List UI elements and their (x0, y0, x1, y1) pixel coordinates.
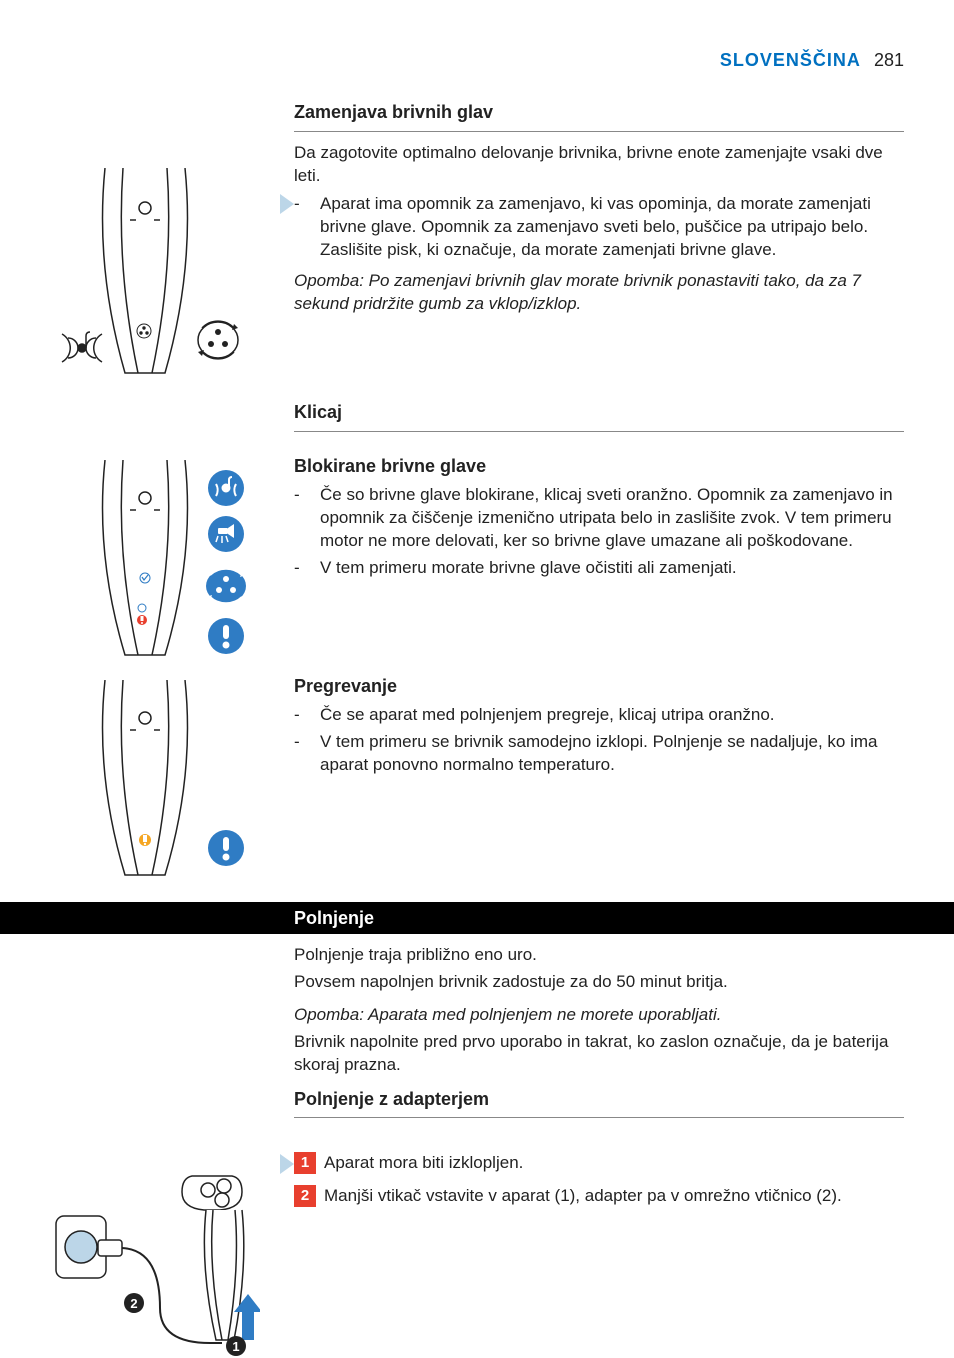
replace-bullet-1: Aparat ima opomnik za zamenjavo, ki vas … (320, 193, 904, 262)
overheat-bullet-1: Če se aparat med polnjenjem pregreje, kl… (320, 704, 775, 727)
heading-klicaj: Klicaj (294, 400, 904, 424)
section-replace-heads: Zamenjava brivnih glav Da zagotovite opt… (50, 100, 904, 378)
section-klicaj: Klicaj (50, 400, 904, 441)
section-bar-charging: Polnjenje (0, 902, 954, 934)
charging-p1: Polnjenje traja približno eno uro. (294, 944, 904, 967)
heading-replace: Zamenjava brivnih glav (294, 100, 904, 124)
heading-blocked: Blokirane brivne glave (294, 454, 904, 478)
heading-adapter: Polnjenje z adapterjem (294, 1087, 904, 1111)
heading-overheat: Pregrevanje (294, 674, 904, 698)
replace-bullets: Aparat ima opomnik za zamenjavo, ki vas … (294, 193, 904, 262)
section-adapter: 1 2 1 Aparat mora biti izklopljen. 2 Man… (50, 1150, 904, 1358)
section-blocked: Blokirane brivne glave Če so brivne glav… (50, 454, 904, 660)
step-number-1: 1 (294, 1152, 316, 1174)
pointer-triangle (280, 1154, 294, 1174)
adapter-step-2: Manjši vtikač vstavite v aparat (1), ada… (324, 1185, 842, 1208)
rule (294, 131, 904, 132)
language-label: Slovenščina (720, 50, 861, 70)
figure-replace-reminder (50, 168, 280, 378)
adapter-step-1: Aparat mora biti izklopljen. (324, 1152, 523, 1175)
charging-p3: Brivnik napolnite pred prvo uporabo in t… (294, 1031, 904, 1077)
section-charging: Polnjenje traja približno eno uro. Povse… (50, 944, 904, 1128)
section-overheat: Pregrevanje Če se aparat med polnjenjem … (50, 674, 904, 880)
charging-note: Opomba: Aparata med polnjenjem ne morete… (294, 1004, 904, 1027)
page-number: 281 (874, 50, 904, 70)
rule (294, 431, 904, 432)
replace-note: Opomba: Po zamenjavi brivnih glav morate… (294, 270, 904, 316)
rule (294, 1117, 904, 1118)
heading-charging: Polnjenje (294, 906, 374, 930)
charging-p2: Povsem napolnjen brivnik zadostuje za do… (294, 971, 904, 994)
svg-text:1: 1 (232, 1339, 239, 1354)
overheat-bullet-2: V tem primeru se brivnik samodejno izklo… (320, 731, 904, 777)
figure-blocked-heads (50, 460, 280, 660)
figure-adapter-plug: 1 2 (50, 1168, 280, 1358)
step-number-2: 2 (294, 1185, 316, 1207)
overheat-bullets: Če se aparat med polnjenjem pregreje, kl… (294, 704, 904, 777)
running-header: Slovenščina 281 (50, 48, 904, 72)
figure-overheat (50, 680, 280, 880)
blocked-bullet-2: V tem primeru morate brivne glave očisti… (320, 557, 737, 580)
replace-intro: Da zagotovite optimalno delovanje brivni… (294, 142, 904, 188)
svg-text:2: 2 (130, 1296, 137, 1311)
adapter-steps: 1 Aparat mora biti izklopljen. 2 Manjši … (294, 1152, 904, 1208)
pointer-triangle (280, 194, 294, 214)
blocked-bullet-1: Če so brivne glave blokirane, klicaj sve… (320, 484, 904, 553)
blocked-bullets: Če so brivne glave blokirane, klicaj sve… (294, 484, 904, 580)
